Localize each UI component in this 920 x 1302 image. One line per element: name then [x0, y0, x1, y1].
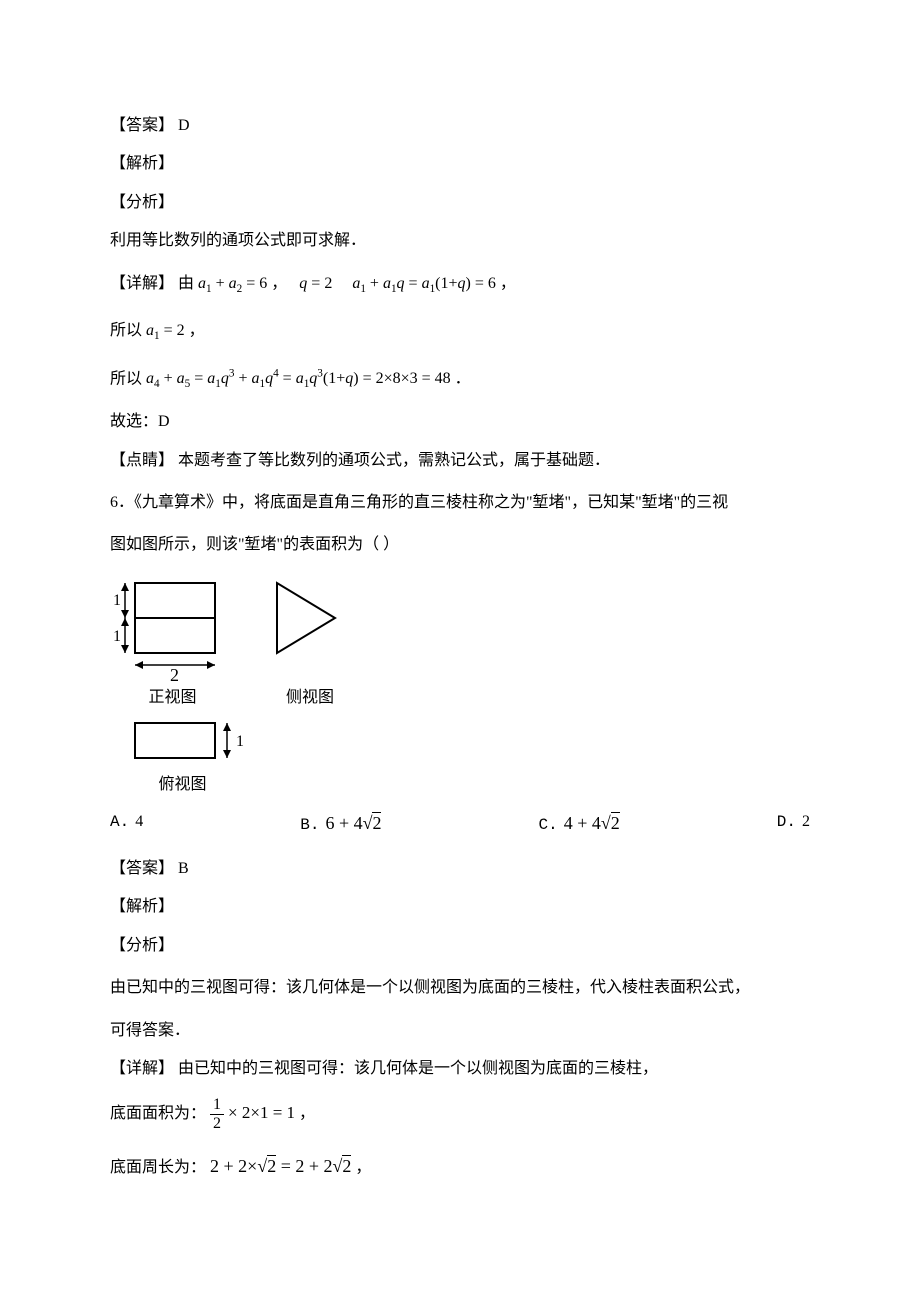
comma: ， — [500, 275, 516, 292]
q6-detail-line: 【详解】 由已知中的三视图可得：该几何体是一个以侧视图为底面的三棱柱， — [110, 1058, 810, 1080]
detail-prefix: 由 — [178, 275, 194, 292]
top-view-cell: 1 俯视图 — [110, 715, 255, 796]
q6-answer-line: 【答案】 B — [110, 858, 810, 880]
q-eq: q = 2 — [299, 275, 332, 292]
detail-text: 由已知中的三视图可得：该几何体是一个以侧视图为底面的三棱柱， — [178, 1060, 658, 1077]
perim-label: 底面周长为： — [110, 1159, 206, 1176]
dim-1b: 1 — [113, 628, 121, 645]
option-B: B. 6 + 4√2 — [300, 811, 381, 836]
period: ． — [455, 370, 471, 387]
option-C-letter: C. — [539, 814, 558, 836]
q5-guxuan: 故选：D — [110, 411, 810, 433]
q6-area-line: 底面面积为： 12 × 2×1 = 1 ， — [110, 1096, 810, 1132]
eq1: a1 + a2 = 6 — [198, 275, 267, 292]
top-view-label: 俯视图 — [110, 774, 255, 796]
option-A: A. 4 — [110, 811, 143, 836]
option-D-letter: D. — [777, 811, 796, 833]
dim-1a: 1 — [113, 592, 121, 609]
line3-eq: a4 + a5 = a1q3 + a1q4 = a1q3(1+q) = 2×8×… — [146, 370, 451, 387]
answer-value: B — [178, 860, 189, 877]
answer-value: D — [178, 117, 190, 134]
area-label: 底面面积为： — [110, 1105, 206, 1122]
comma3: ， — [355, 1159, 371, 1176]
side-view-svg — [265, 573, 355, 683]
front-view-label: 正视图 — [110, 687, 235, 709]
frac-num: 1 — [210, 1096, 224, 1115]
q5-line2: 所以 a1 = 2 ， — [110, 316, 810, 347]
three-view-diagram: 1 1 2 正视图 侧视图 1 — [110, 573, 810, 797]
perim-eq: 2 + 2×√2 = 2 + 2√2 — [210, 1155, 351, 1176]
option-C: C. 4 + 4√2 — [539, 811, 620, 836]
detail-label: 【详解】 — [110, 275, 174, 292]
eq2: a1 + a1q = a1(1+q) = 6 — [352, 275, 496, 292]
comma2: ， — [299, 1105, 315, 1122]
line2-eq: a1 = 2 — [146, 322, 185, 339]
front-view-cell: 1 1 2 正视图 — [110, 573, 235, 709]
q5-analysis-text: 利用等比数列的通项公式即可求解． — [110, 230, 810, 252]
spacer — [336, 275, 348, 292]
q6-analysis-p1: 由已知中的三视图可得：该几何体是一个以侧视图为底面的三棱柱，代入棱柱表面积公式， — [110, 973, 810, 1003]
front-view-svg: 1 1 2 — [110, 573, 235, 683]
q5-jiexi-label: 【解析】 — [110, 153, 810, 175]
q6-stem2: 图如图所示，则该"堑堵"的表面积为（ ） — [110, 534, 810, 556]
eq1-mid: ， — [271, 275, 295, 292]
option-B-text: 6 + 4√2 — [325, 811, 381, 836]
dim-1c: 1 — [236, 733, 244, 750]
option-D-text: 2 — [802, 811, 810, 833]
option-A-text: 4 — [135, 811, 143, 833]
side-view-label: 侧视图 — [265, 687, 355, 709]
answer-label: 【答案】 — [110, 117, 174, 134]
q6-fenxi-label: 【分析】 — [110, 935, 810, 957]
frac-half: 12 — [210, 1096, 224, 1132]
side-view-cell: 侧视图 — [265, 573, 355, 709]
q6-analysis-p2: 可得答案． — [110, 1020, 810, 1042]
q5-dianjing: 【点睛】 本题考查了等比数列的通项公式，需熟记公式，属于基础题． — [110, 450, 810, 472]
line2-suffix: ， — [189, 322, 205, 339]
area-rest: × 2×1 = 1 — [228, 1103, 295, 1122]
option-D: D. 2 — [777, 811, 810, 836]
dianjing-label: 【点睛】 — [110, 452, 174, 469]
top-view-svg: 1 — [110, 715, 255, 770]
q6-options: A. 4 B. 6 + 4√2 C. 4 + 4√2 D. 2 — [110, 811, 810, 836]
option-A-letter: A. — [110, 811, 129, 833]
q6-jiexi-label: 【解析】 — [110, 896, 810, 918]
q6-stem1: 6．《九章算术》中，将底面是直角三角形的直三棱柱称之为"堑堵"，已知某"堑堵"的… — [110, 488, 810, 518]
q5-fenxi-label: 【分析】 — [110, 192, 810, 214]
detail-label: 【详解】 — [110, 1060, 174, 1077]
option-B-letter: B. — [300, 814, 319, 836]
dianjing-text: 本题考查了等比数列的通项公式，需熟记公式，属于基础题． — [178, 452, 610, 469]
q5-detail-line1: 【详解】 由 a1 + a2 = 6 ， q = 2 a1 + a1q = a1… — [110, 269, 810, 300]
answer-label: 【答案】 — [110, 860, 174, 877]
line3-prefix: 所以 — [110, 370, 142, 387]
dim-2: 2 — [170, 665, 179, 683]
line2-prefix: 所以 — [110, 322, 142, 339]
option-C-text: 4 + 4√2 — [564, 811, 620, 836]
q5-line3: 所以 a4 + a5 = a1q3 + a1q4 = a1q3(1+q) = 2… — [110, 364, 810, 396]
q6-perim-line: 底面周长为： 2 + 2×√2 = 2 + 2√2 ， — [110, 1149, 810, 1183]
frac-den: 2 — [210, 1115, 224, 1133]
q5-answer-line: 【答案】 D — [110, 115, 810, 137]
